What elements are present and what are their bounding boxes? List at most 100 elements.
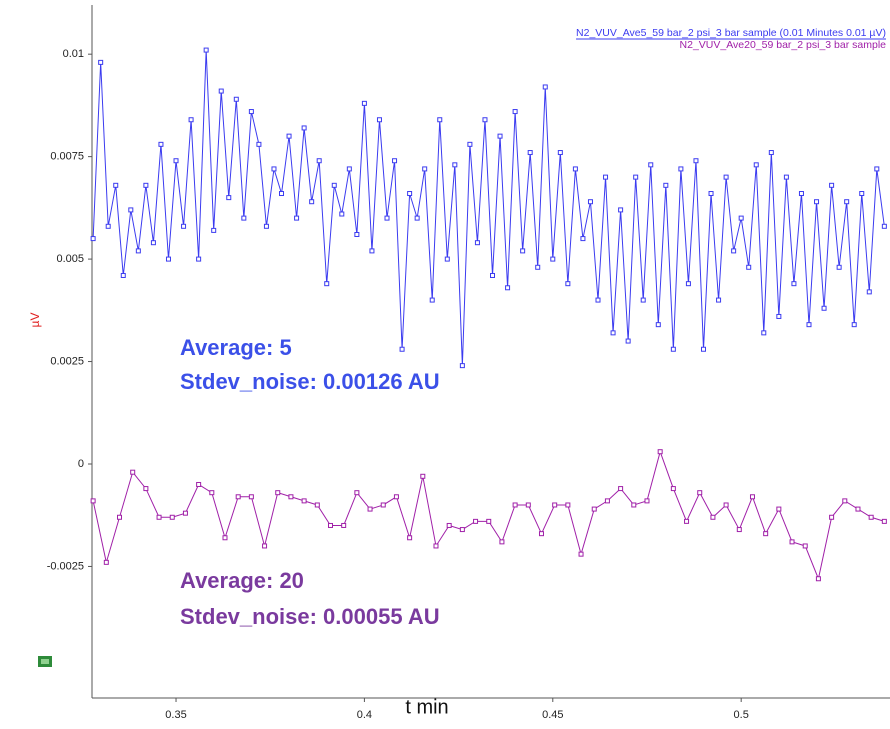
x-tick-label: 0.35 bbox=[165, 709, 186, 721]
point-marker bbox=[753, 162, 759, 168]
point-marker bbox=[235, 494, 241, 500]
point-marker bbox=[446, 522, 452, 528]
point-marker bbox=[610, 330, 616, 336]
point-marker bbox=[520, 248, 526, 254]
point-marker bbox=[866, 289, 872, 295]
point-marker bbox=[182, 510, 188, 516]
point-marker bbox=[851, 322, 857, 328]
point-marker bbox=[625, 338, 631, 344]
point-marker bbox=[746, 264, 752, 270]
point-marker bbox=[135, 248, 141, 254]
point-marker bbox=[710, 514, 716, 520]
point-marker bbox=[678, 166, 684, 172]
point-marker bbox=[550, 256, 556, 262]
point-marker bbox=[789, 539, 795, 545]
point-marker bbox=[798, 191, 804, 197]
y-tick-label: 0.005 bbox=[56, 253, 84, 265]
point-marker bbox=[165, 256, 171, 262]
point-marker bbox=[120, 272, 126, 278]
point-marker bbox=[346, 166, 352, 172]
point-marker bbox=[525, 502, 531, 508]
y-axis-label: µV bbox=[28, 313, 42, 328]
point-marker bbox=[354, 490, 360, 496]
point-marker bbox=[209, 490, 215, 496]
point-marker bbox=[158, 141, 164, 147]
point-marker bbox=[855, 506, 861, 512]
point-marker bbox=[367, 506, 373, 512]
point-marker bbox=[881, 518, 887, 524]
point-marker bbox=[685, 281, 691, 287]
point-marker bbox=[233, 96, 239, 102]
point-marker bbox=[262, 543, 268, 549]
point-marker bbox=[467, 141, 473, 147]
point-marker bbox=[256, 141, 262, 147]
point-marker bbox=[776, 506, 782, 512]
point-marker bbox=[693, 158, 699, 164]
series-line bbox=[92, 50, 885, 366]
legend-entry: N2_VUV_Ave5_59 bar_2 psi_3 bar sample (0… bbox=[576, 27, 886, 39]
x-axis-label: t min bbox=[405, 696, 448, 718]
point-marker bbox=[275, 490, 281, 496]
point-marker bbox=[670, 486, 676, 492]
point-marker bbox=[802, 543, 808, 549]
point-marker bbox=[473, 518, 479, 524]
point-marker bbox=[90, 236, 96, 242]
legend-entry: N2_VUV_Ave20_59 bar_2 psi_3 bar sample bbox=[680, 39, 887, 51]
point-marker bbox=[736, 527, 742, 533]
point-marker bbox=[640, 297, 646, 303]
point-marker bbox=[309, 199, 315, 205]
point-marker bbox=[288, 494, 294, 500]
point-marker bbox=[868, 514, 874, 520]
annotation: Stdev_noise: 0.00055 AU bbox=[180, 604, 440, 629]
point-marker bbox=[815, 576, 821, 582]
point-marker bbox=[842, 498, 848, 504]
point-marker bbox=[821, 305, 827, 311]
point-marker bbox=[130, 469, 136, 475]
point-marker bbox=[384, 215, 390, 221]
y-tick-label: 0.01 bbox=[63, 48, 84, 60]
point-marker bbox=[505, 285, 511, 291]
point-marker bbox=[143, 486, 149, 492]
point-marker bbox=[380, 502, 386, 508]
point-marker bbox=[361, 100, 367, 106]
point-marker bbox=[279, 191, 285, 197]
point-marker bbox=[538, 531, 544, 537]
point-marker bbox=[708, 191, 714, 197]
point-marker bbox=[248, 494, 254, 500]
annotation: Average: 20 bbox=[180, 568, 304, 593]
point-marker bbox=[542, 84, 548, 90]
point-marker bbox=[557, 150, 563, 156]
point-marker bbox=[90, 498, 96, 504]
point-marker bbox=[723, 174, 729, 180]
point-marker bbox=[631, 502, 637, 508]
point-marker bbox=[327, 522, 333, 528]
point-marker bbox=[444, 256, 450, 262]
point-marker bbox=[169, 514, 175, 520]
point-marker bbox=[263, 223, 269, 229]
point-marker bbox=[595, 297, 601, 303]
annotation: Average: 5 bbox=[180, 335, 292, 360]
point-marker bbox=[181, 223, 187, 229]
point-marker bbox=[768, 150, 774, 156]
point-marker bbox=[156, 514, 162, 520]
point-marker bbox=[420, 473, 426, 479]
point-marker bbox=[459, 527, 465, 533]
point-marker bbox=[829, 182, 835, 188]
point-marker bbox=[512, 109, 518, 115]
x-tick-label: 0.45 bbox=[542, 709, 563, 721]
point-marker bbox=[836, 264, 842, 270]
point-marker bbox=[512, 502, 518, 508]
point-marker bbox=[103, 559, 109, 565]
annotation: Stdev_noise: 0.00126 AU bbox=[180, 369, 440, 394]
y-tick-label: 0.0075 bbox=[50, 151, 84, 163]
point-marker bbox=[301, 125, 307, 131]
point-marker bbox=[486, 518, 492, 524]
point-marker bbox=[578, 551, 584, 557]
point-marker bbox=[844, 199, 850, 205]
point-marker bbox=[459, 363, 465, 369]
point-marker bbox=[663, 182, 669, 188]
point-marker bbox=[618, 207, 624, 213]
x-tick-label: 0.4 bbox=[357, 709, 372, 721]
point-marker bbox=[188, 117, 194, 123]
point-marker bbox=[738, 215, 744, 221]
